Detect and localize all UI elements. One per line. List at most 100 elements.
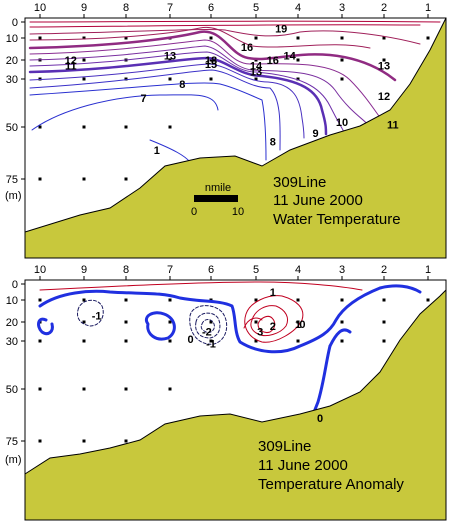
grid-dot (38, 339, 42, 343)
contour-label: 10 (336, 117, 348, 129)
station-tick-label: 4 (295, 2, 301, 14)
contour-line-9 (29, 69, 281, 151)
station-tick-label: 1 (425, 2, 431, 14)
contour-label: 9 (313, 128, 319, 140)
depth-unit: (m) (5, 190, 22, 202)
station-ticks: 10 9 8 7 6 5 4 3 2 1 (34, 264, 431, 280)
depth-tick-label: 0 (12, 17, 18, 29)
grid-dot (209, 320, 213, 324)
contour-label: 8 (270, 137, 276, 149)
grid-dot (426, 298, 430, 302)
grid-dot (340, 320, 344, 324)
grid-dot (340, 58, 344, 62)
contour-line-1 (244, 295, 304, 343)
depth-tick-label: 50 (6, 122, 18, 134)
contour-label: 0 (187, 334, 193, 346)
contour-label: 0 (317, 413, 323, 425)
grid-dots (38, 36, 430, 181)
depth-tick-label: 0 (12, 279, 18, 291)
grid-dot (38, 77, 42, 81)
grid-dot (168, 298, 172, 302)
station-tick-label: 3 (339, 2, 345, 14)
sea-floor (24, 288, 447, 521)
contour-line-8 (29, 82, 267, 161)
station-tick-label: 6 (208, 264, 214, 276)
grid-dot (296, 36, 300, 40)
grid-dot (296, 320, 300, 324)
depth-tick-label: 50 (6, 384, 18, 396)
grid-dot (254, 320, 258, 324)
contour-label: 11 (387, 120, 399, 132)
grid-dot (296, 58, 300, 62)
grid-dot (124, 339, 128, 343)
contour-label: 19 (275, 23, 287, 35)
grid-dot (209, 58, 213, 62)
contour-label: -1 (92, 310, 102, 322)
zero-contour-left (37, 317, 54, 336)
depth-ticks: 0 10 20 30 50 75 (6, 17, 25, 186)
sea-floor (24, 17, 447, 259)
contour-line-16 (29, 26, 371, 49)
station-tick-label: 1 (425, 264, 431, 276)
grid-dot (124, 320, 128, 324)
station-tick-label: 2 (381, 264, 387, 276)
contour-label: 14 (250, 61, 263, 73)
grid-dot (38, 298, 42, 302)
grid-dot (82, 125, 86, 129)
contour-line-12 (29, 51, 345, 133)
depth-tick-label: 30 (6, 336, 18, 348)
grid-dot (38, 177, 42, 181)
station-tick-label: 7 (167, 2, 173, 14)
contour-label: -2 (202, 327, 212, 339)
grid-dot (38, 439, 42, 443)
grid-dot (124, 125, 128, 129)
station-ticks: 10 9 8 7 6 5 4 3 2 1 (34, 2, 431, 18)
contour-label: 16 (241, 42, 253, 54)
grid-dot (38, 125, 42, 129)
grid-dot (340, 77, 344, 81)
depth-ticks: 0 10 20 30 50 75 (6, 279, 25, 448)
station-tick-label: 9 (81, 264, 87, 276)
temperature-contours (28, 20, 441, 163)
contour-label: 8 (179, 79, 185, 91)
grid-dot (168, 77, 172, 81)
scale-bar-to: 10 (232, 206, 244, 218)
scale-bar-label: nmile (205, 182, 231, 194)
section-date: 11 June 2000 (258, 457, 348, 474)
contour-labels: 1-10-2-13 2 100 (92, 287, 323, 425)
section-name: 309Line (273, 174, 326, 191)
grid-dot (82, 339, 86, 343)
contour-label: 1 (270, 287, 276, 299)
grid-dot (340, 298, 344, 302)
grid-dot (82, 320, 86, 324)
contour-line-minus1-a (77, 299, 104, 327)
grid-dot (168, 387, 172, 391)
grid-dot (82, 177, 86, 181)
contour-line-1-surface (39, 281, 363, 291)
section-date: 11 June 2000 (273, 192, 363, 209)
contour-label: -1 (206, 338, 216, 350)
contour-label: 3 (257, 327, 263, 339)
grid-dot (254, 58, 258, 62)
contour-line-19 (29, 24, 421, 28)
grid-dot (254, 36, 258, 40)
scale-bar-rect (194, 195, 238, 202)
station-tick-label: 8 (123, 264, 129, 276)
grid-dot (124, 298, 128, 302)
contour-line-17 (29, 28, 421, 45)
grid-dot (82, 387, 86, 391)
station-tick-label: 8 (123, 2, 129, 14)
grid-dot (82, 77, 86, 81)
contour-label: 12 (378, 91, 390, 103)
depth-tick-label: 75 (6, 174, 18, 186)
grid-dot (38, 36, 42, 40)
grid-dot (124, 439, 128, 443)
contour-line-minus2 (195, 312, 221, 339)
contour-line-13 (29, 45, 369, 126)
grid-dot (382, 58, 386, 62)
zero-contour-blob-7 (145, 311, 176, 341)
grid-dot (168, 125, 172, 129)
grid-dot (254, 339, 258, 343)
contour-line-2 (250, 305, 289, 337)
